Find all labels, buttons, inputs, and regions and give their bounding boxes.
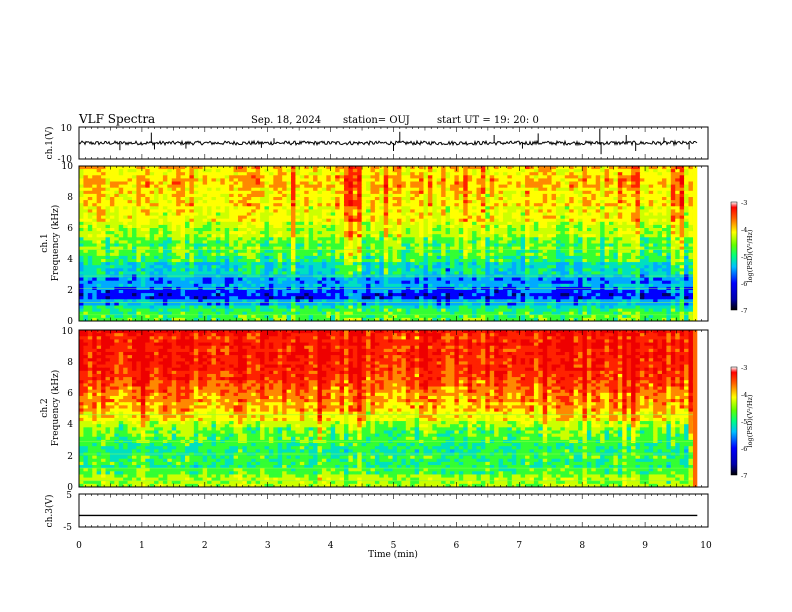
ch1-spectrogram-ylabel-channel: ch.1 bbox=[40, 233, 50, 252]
ch2-colorbar bbox=[730, 366, 738, 476]
ch1-ytick-bottom: -10 bbox=[58, 155, 73, 165]
ch2-ytick-6: 6 bbox=[67, 389, 73, 399]
ch2-cb-tick-m4: -4 bbox=[741, 391, 747, 399]
station-label: station= OUJ bbox=[343, 115, 410, 126]
ch3-ytick-bottom: -5 bbox=[63, 523, 72, 533]
ch1-colorbar-label: log(PSD)(V²/Hz) bbox=[746, 229, 754, 282]
xtick-9: 9 bbox=[642, 541, 648, 551]
ch2-cb-tick-m5: -5 bbox=[741, 418, 747, 426]
ch1-spectrogram-image bbox=[79, 166, 693, 321]
ch2-ytick-2: 2 bbox=[67, 452, 73, 462]
figure-title: VLF Spectra bbox=[78, 112, 155, 126]
ch1-cb-tick-m3: -3 bbox=[741, 199, 747, 207]
ch2-spectrogram-ylabel-freq: Frequency (kHz) bbox=[50, 370, 61, 447]
xtick-0: 0 bbox=[76, 541, 82, 551]
xtick-4: 4 bbox=[328, 541, 334, 551]
axis-tick-marks bbox=[78, 127, 709, 527]
ch1-ytick-2: 2 bbox=[67, 286, 73, 296]
ch1-cb-tick-m5: -5 bbox=[741, 253, 747, 261]
ch1-spikes bbox=[119, 128, 690, 155]
ch2-cb-tick-m6: -6 bbox=[741, 445, 747, 453]
start-time-label: start UT = 19: 20: 0 bbox=[437, 115, 539, 126]
ch2-cb-tick-m3: -3 bbox=[741, 364, 747, 372]
ch1-ytick-4: 4 bbox=[67, 255, 73, 265]
ch1-ytick-0: 0 bbox=[67, 317, 73, 327]
xtick-3: 3 bbox=[265, 541, 271, 551]
ch2-ytick-4: 4 bbox=[67, 420, 73, 430]
date-label: Sep. 18, 2024 bbox=[251, 115, 321, 126]
xtick-2: 2 bbox=[202, 541, 208, 551]
ch2-spectrogram-ylabel-channel: ch.2 bbox=[40, 398, 50, 417]
ch2-colorbar-label: log(PSD)(V²/Hz) bbox=[746, 394, 754, 447]
ch2-ytick-0: 0 bbox=[67, 483, 73, 493]
ch2-spectrogram-yticks: 0 2 4 6 8 10 bbox=[62, 327, 74, 493]
ch1-ytick-6: 6 bbox=[67, 224, 73, 234]
ch2-spectrogram-image bbox=[79, 330, 693, 487]
ch1-ytick-8: 8 bbox=[67, 193, 73, 203]
ch2-ytick-8: 8 bbox=[67, 358, 73, 368]
ch2-ytick-10: 10 bbox=[62, 327, 74, 337]
ch2-cb-tick-m7: -7 bbox=[741, 472, 747, 480]
ch3-waveform-ylabel: ch.3(V) bbox=[44, 495, 55, 528]
ch1-cb-tick-m6: -6 bbox=[741, 280, 747, 288]
ch2-spectrogram-panel: 0 2 4 6 8 10 ch.2 Frequency (kHz) -3 -4 … bbox=[40, 327, 754, 493]
xtick-1: 1 bbox=[139, 541, 145, 551]
ch3-ytick-top: 5 bbox=[66, 491, 72, 501]
ch1-spectrogram-yticks: 0 2 4 6 8 10 bbox=[62, 162, 74, 327]
ch1-cb-tick-m7: -7 bbox=[741, 307, 747, 315]
ch1-spectrogram-ylabel-freq: Frequency (kHz) bbox=[50, 205, 61, 282]
x-axis: 0 1 2 3 4 5 6 7 8 9 10 Time (min) bbox=[76, 541, 712, 560]
ch1-waveform-panel: 10 -10 ch.1(V) bbox=[44, 124, 709, 165]
ch1-ytick-top: 10 bbox=[61, 124, 73, 134]
ch1-cb-tick-m4: -4 bbox=[741, 226, 747, 234]
ch1-spectrogram-panel: 0 2 4 6 8 10 ch.1 Frequency (kHz) -3 -4 … bbox=[40, 162, 754, 327]
xtick-5: 5 bbox=[391, 541, 397, 551]
xtick-8: 8 bbox=[579, 541, 585, 551]
ch1-ytick-10: 10 bbox=[62, 162, 74, 172]
ch3-waveform-panel: 5 -5 ch.3(V) bbox=[44, 491, 709, 533]
ch1-waveform-trace bbox=[78, 139, 698, 147]
xtick-7: 7 bbox=[516, 541, 522, 551]
ch1-waveform-ylabel: ch.1(V) bbox=[44, 127, 55, 160]
xtick-10: 10 bbox=[700, 541, 712, 551]
ch1-colorbar bbox=[730, 201, 738, 311]
xtick-6: 6 bbox=[454, 541, 460, 551]
x-axis-label: Time (min) bbox=[368, 549, 418, 560]
